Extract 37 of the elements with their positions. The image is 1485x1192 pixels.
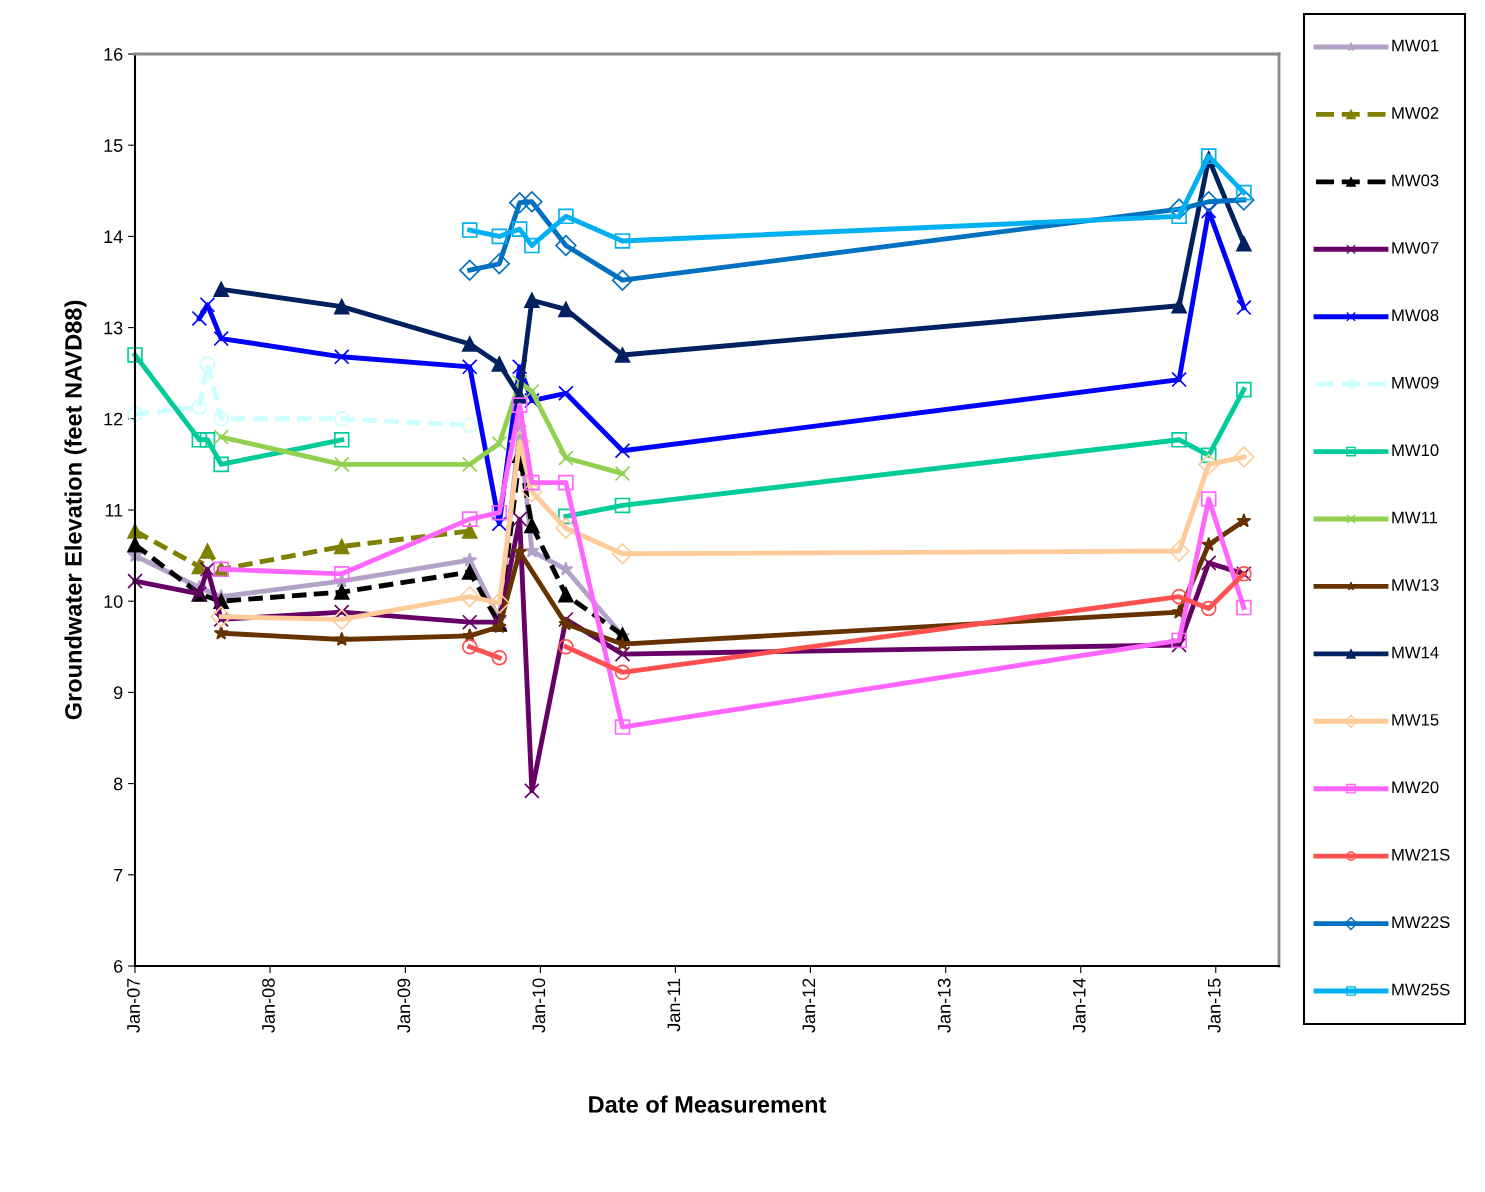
x-tick-label: Jan-12 (802, 978, 816, 1033)
y-tick-label: 10 (104, 595, 123, 608)
x-tick-label: Jan-07 (127, 978, 140, 1033)
x-axis-title: Date of Measurement (589, 1095, 827, 1113)
y-tick-label: 15 (104, 139, 123, 152)
legend-label: MW20 (1392, 781, 1439, 794)
legend-label: MW14 (1392, 646, 1439, 659)
y-axis-title: Groundwater Elevation (feet NAVD88) (64, 300, 87, 720)
legend-label: MW08 (1392, 309, 1439, 322)
legend-label: MW03 (1392, 174, 1439, 187)
legend-label: MW15 (1392, 714, 1439, 726)
legend-label: MW09 (1392, 376, 1439, 389)
x-tick-label: Jan-11 (667, 978, 681, 1032)
y-tick-label: 16 (104, 47, 123, 61)
y-tick-label: 12 (104, 412, 123, 426)
x-tick-label: Jan-10 (532, 978, 546, 1033)
y-tick-label: 7 (114, 868, 123, 882)
y-tick-label: 8 (113, 777, 123, 791)
x-tick-label: Jan-09 (397, 978, 411, 1033)
legend-label: MW02 (1392, 107, 1439, 119)
legend-label: MW21S (1392, 848, 1450, 861)
legend-label: MW13 (1392, 579, 1439, 591)
y-tick-label: 9 (114, 686, 123, 700)
x-tick-label: Jan-08 (262, 978, 275, 1033)
y-tick-label: 13 (104, 321, 123, 335)
y-tick-label: 14 (104, 230, 123, 243)
y-tick-label: 11 (105, 504, 123, 517)
y-tick-label: 6 (114, 959, 123, 973)
legend-label: MW25S (1392, 983, 1450, 996)
x-tick-label: Jan-15 (1208, 978, 1221, 1033)
x-tick-label: Jan-14 (1073, 978, 1086, 1033)
x-tick-label: Jan-13 (937, 978, 951, 1033)
legend-label: MW11 (1392, 511, 1438, 524)
legend-label: MW07 (1392, 241, 1439, 254)
legend-label: MW22S (1392, 916, 1450, 929)
legend-label: MW10 (1392, 444, 1439, 457)
legend-label: MW01 (1392, 39, 1439, 52)
